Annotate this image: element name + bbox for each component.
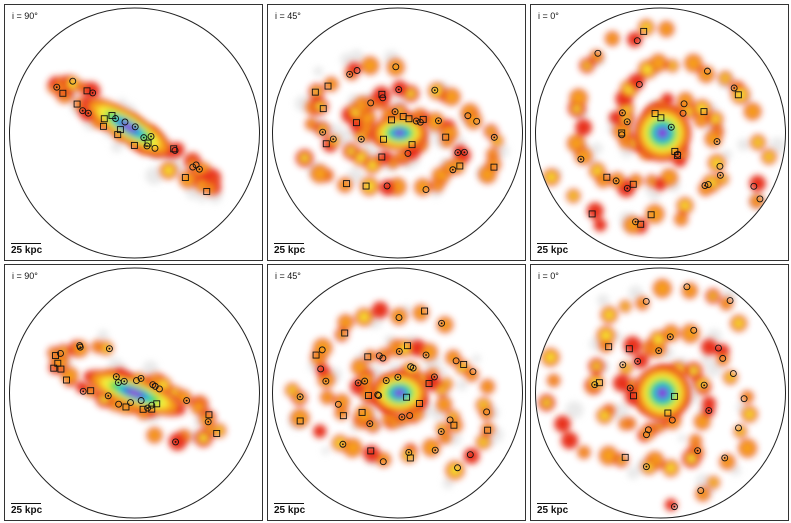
inclination-label: i = 0° (538, 11, 559, 21)
galaxy-panel-top-left: i = 90° 25 kpc (4, 4, 263, 261)
field-boundary (9, 267, 260, 519)
scale-bar: 25 kpc (11, 503, 42, 516)
inclination-label: i = 90° (12, 11, 38, 21)
scale-bar: 25 kpc (274, 503, 305, 516)
field-boundary (272, 7, 523, 259)
field-boundary (535, 267, 786, 519)
galaxy-panel-bottom-left: i = 90° 25 kpc (4, 264, 263, 521)
emission-map (47, 329, 226, 451)
scale-bar-label: 25 kpc (537, 505, 569, 516)
scale-bar-label: 25 kpc (11, 245, 43, 256)
marker-layer (577, 27, 764, 228)
emission-map (47, 75, 223, 204)
galaxy-map (272, 267, 523, 519)
emission-map (294, 49, 510, 198)
marker-layer (50, 342, 221, 446)
marker-layer (53, 77, 211, 195)
galaxy-map (9, 267, 260, 519)
scale-bar-line (11, 243, 41, 244)
scale-bar-label: 25 kpc (537, 245, 569, 256)
inclination-label: i = 45° (275, 271, 301, 281)
marker-layer (591, 283, 748, 511)
emission-map (285, 301, 504, 489)
field-boundary (9, 7, 260, 259)
emission-map (542, 19, 786, 234)
marker-layer (311, 63, 498, 194)
galaxy-panel-top-middle: i = 45° 25 kpc (267, 4, 526, 261)
scale-bar-label: 25 kpc (11, 505, 43, 516)
galaxy-panel-bottom-right: i = 0° 25 kpc (530, 264, 789, 521)
field-boundary (535, 7, 786, 259)
inclination-label: i = 90° (12, 271, 38, 281)
emission-map (538, 279, 758, 512)
scale-bar-label: 25 kpc (274, 245, 306, 256)
galaxy-map (272, 7, 523, 259)
inclination-label: i = 45° (275, 11, 301, 21)
scale-bar: 25 kpc (537, 503, 568, 516)
galaxy-map (535, 267, 786, 519)
scale-bar: 25 kpc (274, 243, 305, 256)
scale-bar-line (537, 503, 567, 504)
scale-bar: 25 kpc (11, 243, 42, 256)
inclination-label: i = 0° (538, 271, 559, 281)
galaxy-map (535, 7, 786, 259)
galaxy-panel-bottom-middle: i = 45° 25 kpc (267, 264, 526, 521)
galaxy-panel-top-right: i = 0° 25 kpc (530, 4, 789, 261)
scale-bar: 25 kpc (537, 243, 568, 256)
scale-bar-line (537, 243, 567, 244)
scale-bar-line (274, 243, 304, 244)
galaxy-map (9, 7, 260, 259)
field-boundary (272, 267, 523, 519)
scale-bar-line (274, 503, 304, 504)
marker-layer (296, 307, 492, 472)
scale-bar-line (11, 503, 41, 504)
scale-bar-label: 25 kpc (274, 505, 306, 516)
